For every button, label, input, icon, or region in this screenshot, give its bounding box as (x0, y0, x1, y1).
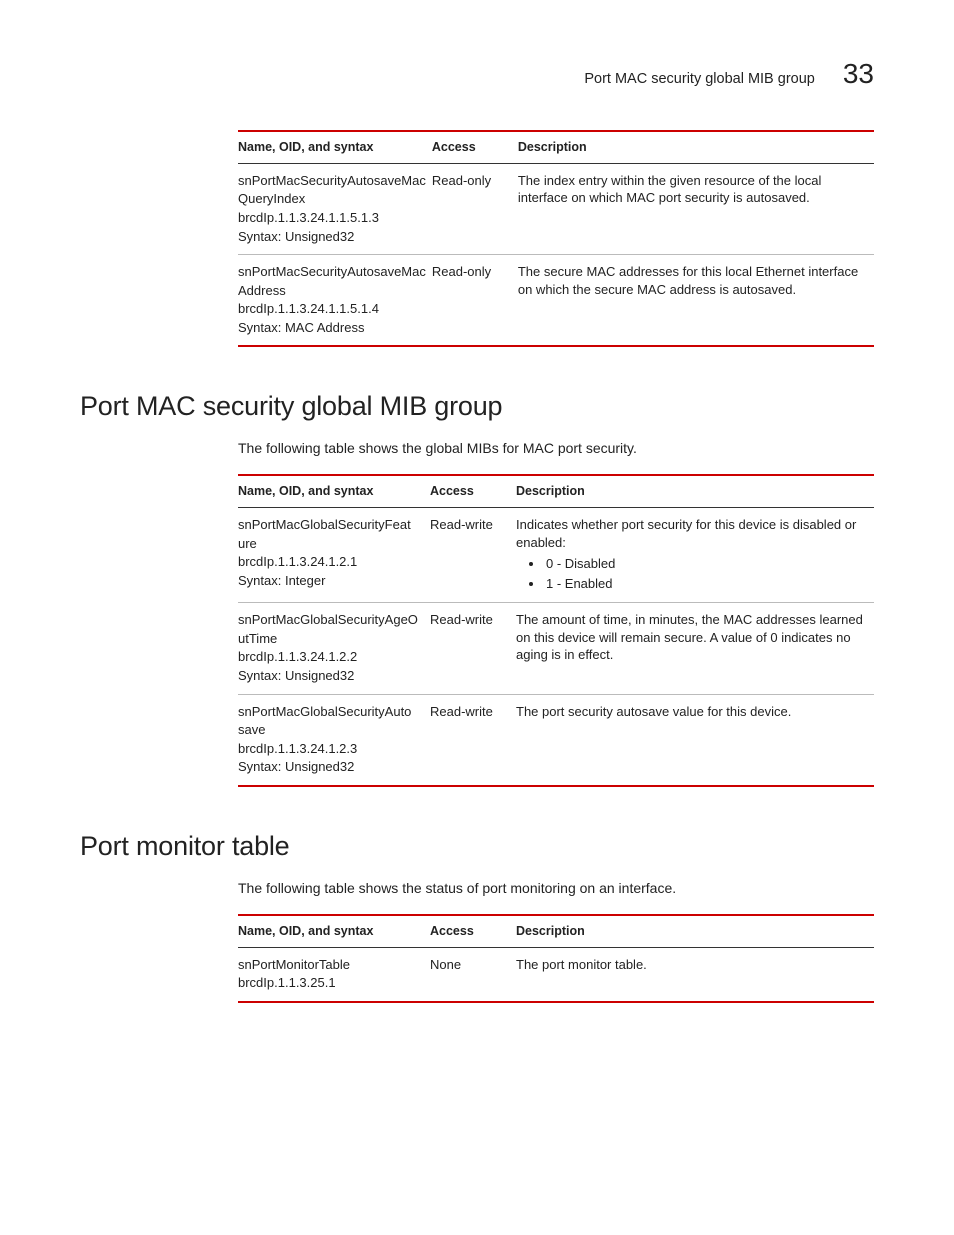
name-line: snPortMonitorTable (238, 956, 424, 974)
name-line: snPortMacGlobalSecurityAgeO (238, 611, 424, 629)
name-oid-syntax-cell: snPortMacGlobalSecurityFeaturebrcdIp.1.1… (238, 508, 430, 603)
section-intro: The following table shows the status of … (238, 880, 874, 896)
access-cell: Read-write (430, 603, 516, 694)
name-line: ure (238, 535, 424, 553)
description-text: The port monitor table. (516, 956, 868, 974)
name-line: brcdIp.1.1.3.25.1 (238, 974, 424, 992)
name-line: Syntax: Unsigned32 (238, 758, 424, 776)
name-line: save (238, 721, 424, 739)
description-cell: The amount of time, in minutes, the MAC … (516, 603, 874, 694)
table-body: snPortMonitorTablebrcdIp.1.1.3.25.1NoneT… (238, 947, 874, 1002)
section-heading: Port MAC security global MIB group (80, 391, 874, 422)
description-text: Indicates whether port security for this… (516, 516, 868, 551)
description-cell: The index entry within the given resourc… (518, 163, 874, 254)
name-oid-syntax-cell: snPortMacGlobalSecurityAutosavebrcdIp.1.… (238, 694, 430, 786)
table-row: snPortMacGlobalSecurityFeaturebrcdIp.1.1… (238, 508, 874, 603)
page-content: Name, OID, and syntax Access Description… (80, 130, 874, 1003)
col-header-name: Name, OID, and syntax (238, 915, 430, 947)
bullet-item: 0 - Disabled (544, 555, 868, 573)
name-line: Syntax: MAC Address (238, 319, 426, 337)
table-row: snPortMacGlobalSecurityAutosavebrcdIp.1.… (238, 694, 874, 786)
col-header-access: Access (430, 475, 516, 507)
mib-table-global: Name, OID, and syntax Access Description… (238, 474, 874, 786)
name-line: Syntax: Unsigned32 (238, 228, 426, 246)
running-title: Port MAC security global MIB group (584, 71, 814, 87)
section-heading: Port monitor table (80, 831, 874, 862)
name-line: Address (238, 282, 426, 300)
table-row: snPortMacGlobalSecurityAgeOutTimebrcdIp.… (238, 603, 874, 694)
section-intro: The following table shows the global MIB… (238, 440, 874, 456)
name-line: brcdIp.1.1.3.24.1.2.1 (238, 553, 424, 571)
page-header: Port MAC security global MIB group 33 (584, 58, 874, 90)
description-text: The secure MAC addresses for this local … (518, 263, 868, 298)
name-line: utTime (238, 630, 424, 648)
name-line: Syntax: Integer (238, 572, 424, 590)
col-header-access: Access (432, 131, 518, 163)
col-header-desc: Description (516, 475, 874, 507)
table-row: snPortMonitorTablebrcdIp.1.1.3.25.1NoneT… (238, 947, 874, 1002)
name-line: snPortMacGlobalSecurityAuto (238, 703, 424, 721)
col-header-access: Access (430, 915, 516, 947)
name-oid-syntax-cell: snPortMacGlobalSecurityAgeOutTimebrcdIp.… (238, 603, 430, 694)
name-oid-syntax-cell: snPortMacSecurityAutosaveMacAddressbrcdI… (238, 255, 432, 347)
table-row: snPortMacSecurityAutosaveMacAddressbrcdI… (238, 255, 874, 347)
access-cell: None (430, 947, 516, 1002)
name-line: snPortMacSecurityAutosaveMac (238, 263, 426, 281)
description-bullets: 0 - Disabled 1 - Enabled (544, 555, 868, 592)
name-line: brcdIp.1.1.3.24.1.2.3 (238, 740, 424, 758)
bullet-item: 1 - Enabled (544, 575, 868, 593)
name-line: QueryIndex (238, 190, 426, 208)
access-cell: Read-only (432, 163, 518, 254)
description-cell: The port security autosave value for thi… (516, 694, 874, 786)
name-line: snPortMacSecurityAutosaveMac (238, 172, 426, 190)
name-line: Syntax: Unsigned32 (238, 667, 424, 685)
description-text: The port security autosave value for thi… (516, 703, 868, 721)
access-cell: Read-write (430, 508, 516, 603)
name-line: snPortMacGlobalSecurityFeat (238, 516, 424, 534)
table-row: snPortMacSecurityAutosaveMacQueryIndexbr… (238, 163, 874, 254)
name-line: brcdIp.1.1.3.24.1.2.2 (238, 648, 424, 666)
name-oid-syntax-cell: snPortMacSecurityAutosaveMacQueryIndexbr… (238, 163, 432, 254)
table-body: snPortMacGlobalSecurityFeaturebrcdIp.1.1… (238, 508, 874, 786)
description-text: The index entry within the given resourc… (518, 172, 868, 207)
chapter-number: 33 (843, 58, 874, 90)
description-cell: The port monitor table. (516, 947, 874, 1002)
col-header-desc: Description (516, 915, 874, 947)
name-oid-syntax-cell: snPortMonitorTablebrcdIp.1.1.3.25.1 (238, 947, 430, 1002)
mib-table-monitor: Name, OID, and syntax Access Description… (238, 914, 874, 1003)
col-header-name: Name, OID, and syntax (238, 475, 430, 507)
col-header-name: Name, OID, and syntax (238, 131, 432, 163)
col-header-desc: Description (518, 131, 874, 163)
description-cell: Indicates whether port security for this… (516, 508, 874, 603)
table-body: snPortMacSecurityAutosaveMacQueryIndexbr… (238, 163, 874, 346)
access-cell: Read-only (432, 255, 518, 347)
name-line: brcdIp.1.1.3.24.1.1.5.1.4 (238, 300, 426, 318)
access-cell: Read-write (430, 694, 516, 786)
description-text: The amount of time, in minutes, the MAC … (516, 611, 868, 664)
name-line: brcdIp.1.1.3.24.1.1.5.1.3 (238, 209, 426, 227)
description-cell: The secure MAC addresses for this local … (518, 255, 874, 347)
mib-table-autosave: Name, OID, and syntax Access Description… (238, 130, 874, 347)
